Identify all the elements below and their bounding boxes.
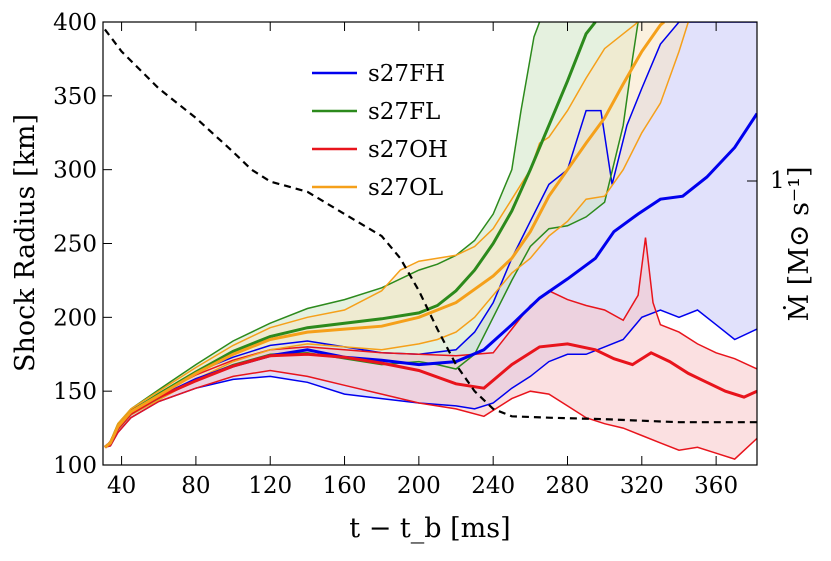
x-tick-label: 240 — [471, 473, 515, 499]
y-tick-label: 250 — [53, 232, 97, 258]
x-tick-label: 40 — [107, 473, 136, 499]
y-tick-label: 100 — [53, 453, 97, 479]
y-axis-title: Shock Radius [km] — [10, 114, 41, 372]
x-tick-label: 120 — [248, 473, 292, 499]
x-tick-label: 80 — [181, 473, 210, 499]
legend-label-s27OH: s27OH — [368, 137, 448, 163]
mdot-dashed-line — [104, 28, 757, 424]
y-axis-ticks: 100 150 200 250 300 350 400 — [53, 10, 112, 479]
legend-label-s27FL: s27FL — [368, 99, 440, 125]
y-tick-label: 400 — [53, 10, 97, 36]
y2-tick-label: 1 — [770, 168, 785, 194]
x-tick-label: 320 — [620, 473, 664, 499]
mean-line-s27OH — [103, 342, 757, 449]
y-tick-label: 150 — [53, 379, 97, 405]
mdot-curve-group — [104, 28, 757, 424]
y-tick-label: 350 — [53, 84, 97, 110]
x-axis-title: t − t_b [ms] — [349, 513, 510, 544]
x-tick-label: 200 — [397, 473, 441, 499]
band-s27OL — [104, 22, 689, 448]
x-tick-label: 160 — [323, 473, 367, 499]
band-s27OH — [104, 237, 757, 460]
y-tick-label: 300 — [53, 158, 97, 184]
y-tick-label: 200 — [53, 305, 97, 331]
legend-label-s27FH: s27FH — [368, 61, 445, 87]
x-axis-ticks: 40 80 120 160 200 240 280 320 360 — [107, 22, 738, 499]
legend: s27FH s27FL s27OH s27OL — [312, 61, 448, 201]
upper-line-s27OL — [104, 22, 639, 448]
legend-label-s27OL: s27OL — [368, 175, 443, 201]
lower-line-s27OH — [104, 369, 757, 460]
y2-axis-title: Ṁ [M⊙ s⁻¹] — [782, 166, 815, 321]
x-tick-label: 360 — [694, 473, 738, 499]
band-s27FL — [104, 22, 639, 448]
x-tick-label: 280 — [546, 473, 590, 499]
series-bands — [104, 22, 757, 460]
mean-line-s27OL — [103, 22, 666, 449]
series-lines — [103, 22, 757, 460]
